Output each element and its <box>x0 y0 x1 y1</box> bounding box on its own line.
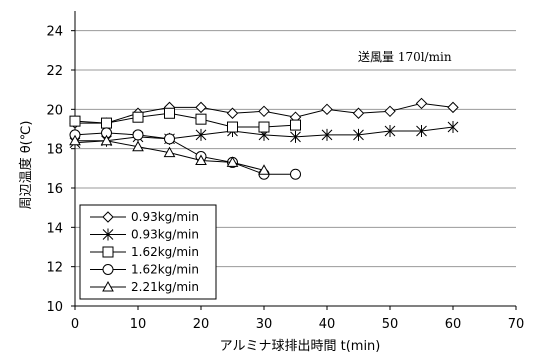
data-point-square <box>164 107 175 119</box>
data-point-diamond <box>226 107 239 119</box>
x-tick-label: 10 <box>130 317 147 332</box>
airflow-annotation: 送風量 170l/min <box>358 49 452 64</box>
legend-entry: 0.93kg/min <box>90 210 199 224</box>
x-axis-title: アルミナ球排出時間 t(min) <box>220 339 381 354</box>
x-tick-label: 70 <box>508 317 525 332</box>
data-point-asterisk <box>447 121 459 134</box>
data-point-square <box>69 115 81 127</box>
tick-labels: 10 12 14 16 18 20 22 24 0 10 20 30 40 50 60 70 <box>46 25 524 332</box>
series-3 <box>69 107 301 133</box>
data-point-asterisk <box>321 128 333 141</box>
legend-marker-triangle <box>102 280 114 292</box>
legend-label: 0.93kg/min <box>131 210 199 224</box>
data-point-diamond <box>384 105 396 118</box>
y-axis-title: 周辺温度 θ(℃) <box>18 121 34 210</box>
x-tick-label: 40 <box>319 317 336 332</box>
y-tick-label: 16 <box>46 182 63 197</box>
series-5 <box>69 134 270 175</box>
data-point-circle <box>290 168 301 180</box>
data-point-circle <box>132 129 144 141</box>
data-point-triangle <box>258 164 270 175</box>
y-tick-label: 18 <box>46 143 63 158</box>
data-point-diamond <box>258 105 270 118</box>
data-point-square <box>101 117 112 129</box>
data-point-triangle <box>226 156 239 167</box>
legend-entry: 2.21kg/min <box>90 280 199 294</box>
y-tick-label: 24 <box>46 25 63 40</box>
data-point-diamond <box>447 101 459 114</box>
data-point-circle <box>164 133 175 145</box>
x-tick-label: 60 <box>445 317 462 332</box>
x-tick-label: 20 <box>193 317 210 332</box>
data-point-diamond <box>195 101 207 114</box>
y-tick-label: 22 <box>46 64 63 79</box>
data-point-square <box>195 113 207 125</box>
data-point-triangle <box>100 134 113 146</box>
data-point-asterisk <box>416 124 427 137</box>
x-tick-label: 50 <box>382 317 399 332</box>
legend-marker-asterisk <box>102 228 114 241</box>
axes <box>71 11 517 310</box>
data-point-square <box>227 121 238 133</box>
x-tick-label: 0 <box>71 317 79 332</box>
data-point-triangle <box>132 140 144 152</box>
legend-label: 1.62kg/min <box>131 263 199 277</box>
data-point-square <box>258 121 270 133</box>
data-point-asterisk <box>384 124 396 137</box>
legend-label: 0.93kg/min <box>131 228 199 242</box>
legend-entry: 1.62kg/min <box>90 263 199 277</box>
legend-marker-diamond <box>102 211 114 223</box>
y-tick-label: 10 <box>46 300 63 315</box>
data-point-triangle <box>69 134 81 146</box>
legend: 0.93kg/min 0.93kg/min 1.62kg/min 1.62kg/min… <box>79 204 217 300</box>
data-point-diamond <box>415 97 428 110</box>
legend-label: 1.62kg/min <box>131 245 199 259</box>
y-tick-label: 20 <box>46 103 63 118</box>
data-point-diamond <box>321 103 333 116</box>
series-group <box>69 97 459 180</box>
legend-marker-square <box>102 246 114 258</box>
legend-marker-circle <box>102 264 114 275</box>
x-tick-label: 30 <box>256 317 273 332</box>
legend-label: 2.21kg/min <box>131 280 199 294</box>
data-point-asterisk <box>195 128 207 141</box>
legend-entry: 1.62kg/min <box>90 245 199 259</box>
legend-entry: 0.93kg/min <box>90 228 199 242</box>
y-tick-label: 12 <box>46 261 63 276</box>
data-point-square <box>290 119 301 131</box>
data-point-asterisk <box>353 128 364 141</box>
data-point-asterisk <box>290 130 301 143</box>
data-point-triangle <box>163 146 176 158</box>
legend-items: 0.93kg/min 0.93kg/min 1.62kg/min 1.62kg/min… <box>90 210 199 294</box>
y-tick-label: 14 <box>46 221 63 236</box>
data-point-triangle <box>195 154 207 165</box>
data-point-diamond <box>352 107 365 119</box>
data-point-square <box>132 111 144 123</box>
